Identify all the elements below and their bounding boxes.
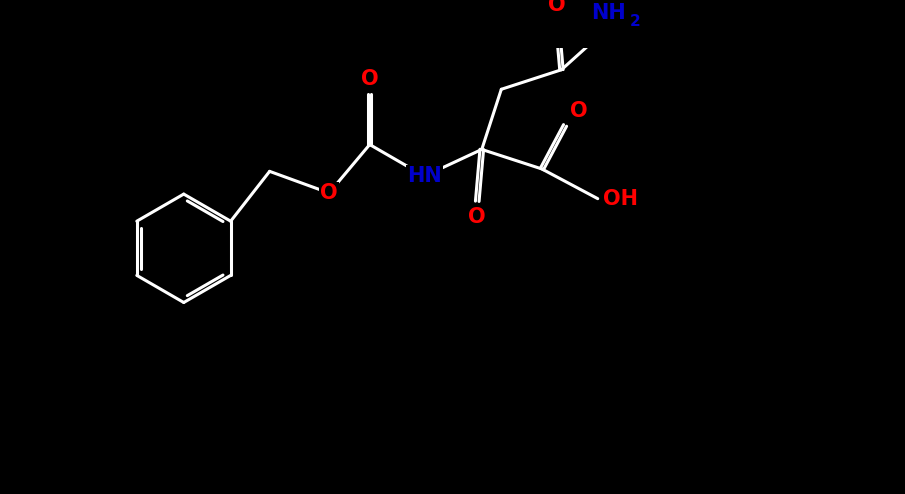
Text: O: O — [569, 101, 587, 121]
Text: NH: NH — [591, 3, 626, 23]
Text: HN: HN — [407, 166, 442, 186]
Text: O: O — [320, 183, 338, 203]
Text: O: O — [469, 206, 486, 227]
Text: 2: 2 — [630, 14, 641, 29]
Text: O: O — [548, 0, 566, 15]
Text: OH: OH — [603, 189, 638, 208]
Text: O: O — [361, 69, 378, 88]
